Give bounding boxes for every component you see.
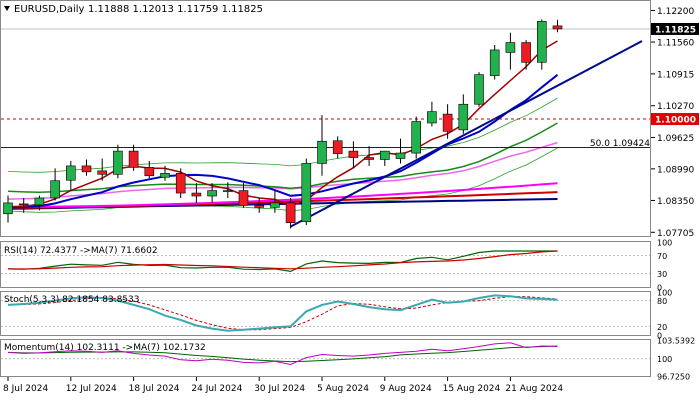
momentum-indicator: 103.5392 100 96.7250: [1, 337, 695, 382]
bull-candle-body: [536, 21, 547, 63]
price-tick-label: 1.08990: [657, 165, 694, 175]
bull-candle-body: [160, 173, 170, 178]
time-tick-label: 15 Aug 2024: [443, 384, 501, 394]
bear-candle-body: [332, 140, 343, 154]
time-tick-label: 9 Aug 2024: [380, 384, 432, 394]
fib-level-label: 50.0 1.09424: [590, 139, 650, 149]
time-tick-label: 24 Jul 2024: [191, 384, 242, 394]
price-tick-label: 1.12200: [657, 7, 694, 17]
price-tick-label: 1.10915: [657, 70, 694, 80]
momentum-axis-label: 103.5392: [657, 337, 695, 346]
bull-candle-body: [50, 180, 60, 199]
bull-candle-body: [379, 150, 390, 160]
bull-candle-body: [34, 197, 45, 206]
bull-candle-body: [395, 152, 406, 159]
rsi-line: [7, 250, 558, 273]
rsi-axis-label: 70: [657, 252, 667, 261]
bull-candle-body: [505, 42, 516, 53]
time-tick-label: 21 Aug 2024: [505, 384, 563, 394]
bull-candle-body: [3, 202, 13, 215]
stoch-axis-label: 0: [657, 332, 662, 341]
symbol-dropdown-icon[interactable]: [4, 6, 10, 11]
bear-candle-body: [81, 165, 92, 173]
time-tick-label: 30 Jul 2024: [254, 384, 305, 394]
current-price-tag-bg: [651, 22, 699, 35]
bull-candle-body: [489, 49, 500, 76]
stoch-header: Stoch(5,3,3) 82.1854 83.8533: [4, 295, 139, 305]
bollinger-upper: [7, 97, 558, 173]
bull-candle-body: [458, 103, 469, 131]
moving-averages: [7, 40, 559, 210]
rsi-axis-label: 100: [657, 239, 672, 248]
ohlc-readout: 1.11888 1.12013 1.11759 1.11825: [88, 4, 263, 15]
symbol-timeframe: EURUSD,Daily: [14, 4, 85, 15]
bull-candle-body: [317, 140, 327, 164]
stoch-axis-label: 80: [657, 297, 667, 306]
trendlines: [290, 40, 643, 228]
candlestick-series: [3, 19, 563, 229]
current-price-tag: 1.11825: [655, 25, 696, 35]
rsi-indicator: 100 70 30 0: [1, 239, 672, 293]
bear-candle-body: [254, 205, 264, 208]
bull-candle-body: [474, 74, 484, 105]
bull-candle-body: [113, 150, 123, 175]
time-axis: 8 Jul 2024 12 Jul 2024 18 Jul 2024 24 Jul 2…: [3, 377, 563, 394]
ma-55-line: [7, 182, 558, 208]
rsi-axis-label: 0: [657, 284, 662, 293]
time-tick-label: 18 Jul 2024: [129, 384, 180, 394]
bear-candle-body: [552, 25, 563, 30]
price-tick-label: 1.11560: [657, 39, 694, 49]
bear-candle-body: [442, 113, 453, 132]
uptrend-line: [290, 40, 643, 228]
time-tick-label: 12 Jul 2024: [66, 384, 117, 394]
bear-candle-body: [18, 203, 29, 206]
price-tick-label: 1.07705: [657, 229, 694, 239]
bear-candle-body: [191, 192, 202, 197]
level-1.10000-tag: 1.10000: [655, 116, 696, 126]
stoch-axis-label: 20: [657, 323, 667, 332]
bear-candle-body: [521, 42, 531, 63]
ma-20-line: [7, 122, 558, 194]
level-1.10000-tag-bg: [651, 113, 699, 126]
stoch-axis-label: 100: [657, 289, 672, 298]
bull-candle-body: [411, 121, 422, 154]
bull-candle-body: [301, 163, 312, 222]
momentum-axis-label: 100: [657, 355, 672, 364]
stoch-main-line: [7, 294, 558, 332]
time-tick-label: 8 Jul 2024: [3, 384, 48, 394]
momentum-axis-label: 96.7250: [657, 373, 690, 382]
bear-candle-body: [97, 170, 107, 175]
bull-candle-body: [207, 190, 217, 197]
bear-candle-body: [364, 157, 374, 160]
bull-candle-body: [223, 190, 233, 192]
bear-candle-body: [238, 190, 249, 206]
price-tick-label: 1.08350: [657, 197, 694, 207]
rsi-axis-label: 30: [657, 270, 667, 279]
bear-candle-body: [144, 167, 155, 177]
bull-candle-body: [270, 202, 280, 208]
bear-candle-body: [285, 202, 296, 223]
bear-candle-body: [128, 150, 139, 168]
time-tick-label: 5 Aug 2024: [317, 384, 369, 394]
bull-candle-body: [66, 165, 76, 181]
bull-candle-body: [427, 111, 437, 124]
price-axis: 1.12200 1.11560 1.10915 1.10270 1.09625 1.089…: [651, 7, 699, 239]
price-tick-label: 1.10270: [657, 102, 694, 112]
momentum-header: Momentum(14) 102.3111 ->MA(7) 102.1732: [4, 343, 206, 353]
ma-10-line: [7, 74, 559, 209]
bear-candle-body: [348, 150, 359, 158]
bear-candle-body: [175, 173, 186, 194]
price-tick-label: 1.09625: [657, 134, 694, 144]
rsi-header: RSI(14) 72.4377 ->MA(7) 71.6602: [4, 246, 158, 256]
momentum-line: [7, 342, 558, 366]
rsi-ma-line: [7, 250, 558, 270]
